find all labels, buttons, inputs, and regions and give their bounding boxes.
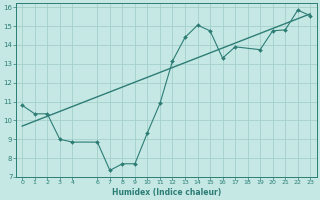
X-axis label: Humidex (Indice chaleur): Humidex (Indice chaleur) [112,188,221,197]
